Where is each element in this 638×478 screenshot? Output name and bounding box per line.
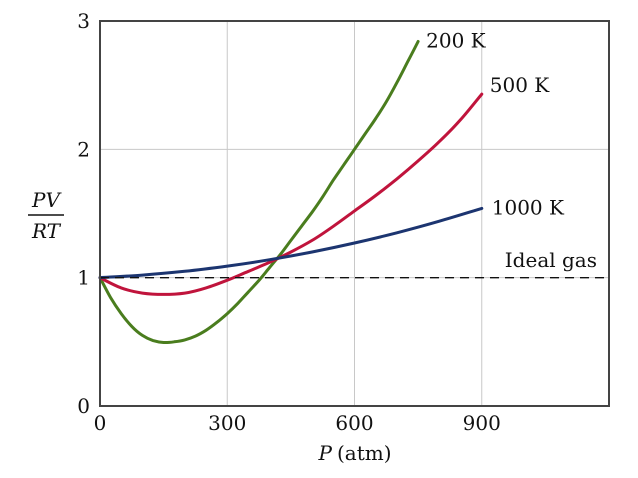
x-tick-0: 0: [94, 411, 107, 435]
y-tick-3: 3: [77, 9, 90, 33]
y-tick-2: 2: [77, 137, 90, 161]
x-label: P (atm): [318, 441, 392, 465]
series-label-ideal-gas: Ideal gas: [505, 248, 597, 272]
plot-frame: [99, 20, 610, 407]
series-label-200-k: 200 K: [426, 29, 487, 53]
x-tick-300: 300: [208, 411, 246, 435]
y-tick-0: 0: [77, 394, 90, 418]
series-line-1000-k: [98, 206, 484, 280]
x-label-symbol: P: [318, 441, 333, 465]
tick-labels: 0 300 600 900 0 1 2 3: [77, 9, 501, 435]
series-line-200-k: [98, 40, 420, 345]
series-label-1000-k: 1000 K: [492, 195, 565, 219]
y-axis-label: PV RT: [28, 188, 64, 243]
x-tick-600: 600: [335, 411, 373, 435]
x-tick-900: 900: [463, 411, 501, 435]
series-line-500-k: [98, 92, 484, 296]
x-axis-label: P (atm): [318, 441, 392, 465]
x-label-unit: (atm): [337, 441, 392, 465]
y-label-numerator: PV: [31, 188, 62, 212]
series-label-500-k: 500 K: [490, 73, 551, 97]
y-tick-1: 1: [77, 266, 90, 290]
series-group: [98, 40, 609, 345]
y-label-denominator: RT: [31, 219, 62, 243]
